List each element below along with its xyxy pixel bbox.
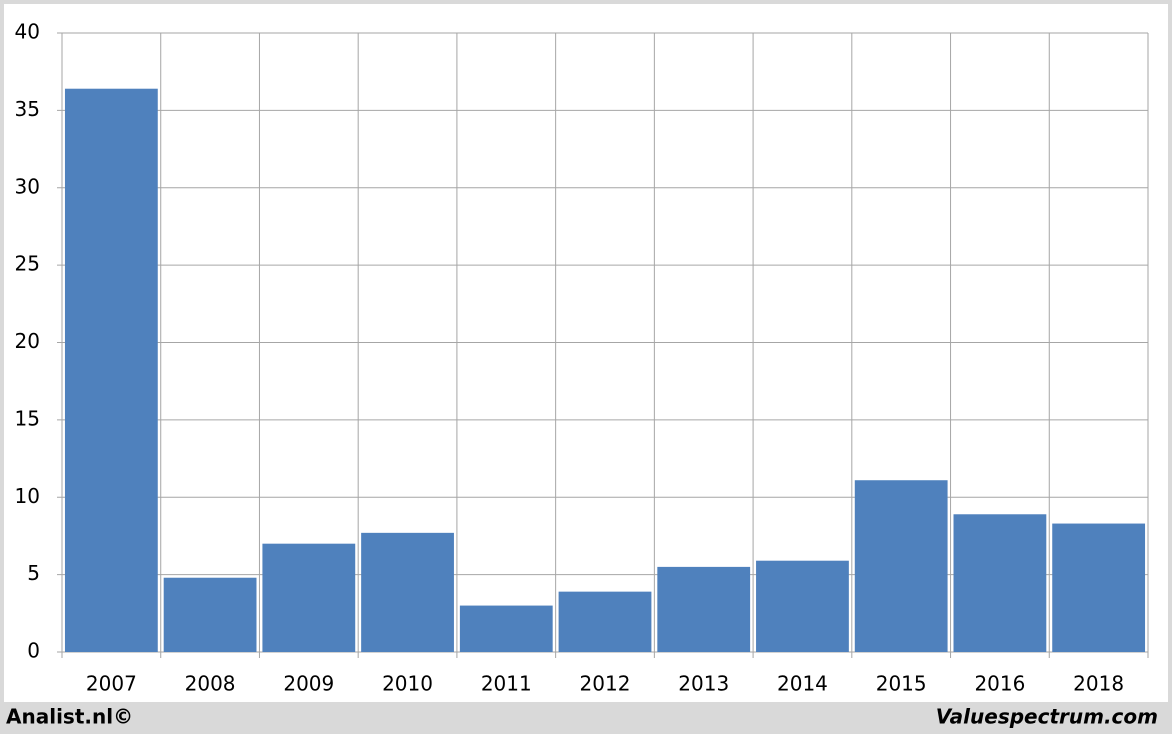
bar bbox=[953, 514, 1047, 652]
bar bbox=[756, 560, 849, 652]
x-tick-label: 2018 bbox=[1073, 672, 1124, 696]
x-tick-label: 2013 bbox=[678, 672, 729, 696]
y-tick-label: 15 bbox=[15, 406, 40, 430]
x-tick-label: 2008 bbox=[185, 672, 236, 696]
x-tick-label: 2010 bbox=[382, 672, 433, 696]
x-tick-label: 2015 bbox=[876, 672, 927, 696]
bar bbox=[1052, 523, 1146, 652]
x-tick-label: 2011 bbox=[481, 672, 532, 696]
y-tick-label: 25 bbox=[15, 252, 40, 276]
bar bbox=[163, 577, 257, 652]
y-tick-label: 0 bbox=[27, 639, 40, 663]
x-tick-label: 2012 bbox=[580, 672, 631, 696]
x-tick-label: 2014 bbox=[777, 672, 828, 696]
footer-left: Analist.nl© bbox=[6, 705, 133, 729]
x-tick-label: 2016 bbox=[974, 672, 1025, 696]
bar bbox=[854, 480, 948, 652]
y-tick-label: 35 bbox=[15, 97, 40, 121]
bar bbox=[657, 566, 751, 652]
x-tick-label: 2007 bbox=[86, 672, 137, 696]
y-tick-label: 10 bbox=[15, 484, 40, 508]
x-tick-label: 2009 bbox=[283, 672, 334, 696]
y-tick-label: 40 bbox=[15, 20, 40, 44]
bar bbox=[64, 88, 158, 652]
footer-right: Valuespectrum.com bbox=[936, 705, 1158, 729]
bar bbox=[558, 591, 652, 652]
bar bbox=[459, 605, 553, 652]
bar bbox=[361, 532, 454, 652]
y-tick-label: 20 bbox=[15, 329, 40, 353]
y-tick-label: 5 bbox=[27, 561, 40, 585]
y-tick-label: 30 bbox=[15, 174, 40, 198]
bar bbox=[262, 543, 356, 652]
